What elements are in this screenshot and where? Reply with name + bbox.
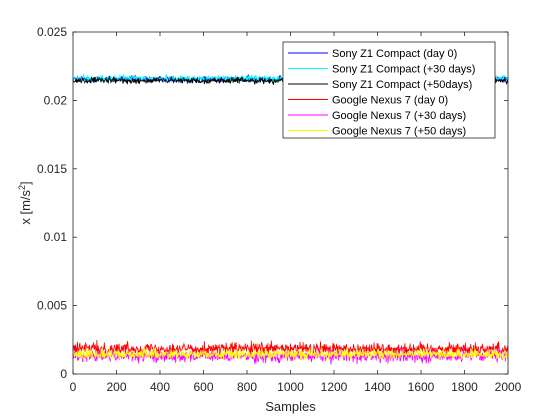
legend-label-6: Google Nexus 7 (+50 days) [332, 126, 466, 138]
legend-box [282, 41, 496, 139]
x-tick-label: 1600 [408, 380, 435, 394]
x-tick-label: 0 [70, 380, 77, 394]
y-tick-label: 0.015 [37, 162, 67, 176]
x-tick-label: 1000 [277, 380, 304, 394]
x-tick-label: 800 [237, 380, 257, 394]
x-tick-label: 600 [193, 380, 213, 394]
legend-label-3: Sony Z1 Compact (+50days) [332, 79, 472, 91]
y-tick-label: 0.01 [44, 230, 68, 244]
legend-label-5: Google Nexus 7 (+30 days) [332, 110, 466, 122]
tick-layer: 0 200 400 600 800 1000 1200 1400 1600 1800 2000 0 0.… [37, 25, 522, 394]
y-axis-label-prefix: x [m/s [18, 189, 33, 224]
series-line-6 [72, 347, 509, 362]
y-axis-label-suffix: ] [18, 181, 33, 185]
x-axis-label: Samples [265, 399, 316, 414]
legend-label-2: Sony Z1 Compact (+30 days) [332, 64, 475, 76]
legend-label-1: Sony Z1 Compact (day 0) [332, 48, 457, 60]
y-axis-label: x [m/s2] [17, 181, 33, 224]
x-tick-label: 2000 [495, 380, 522, 394]
y-tick-label: 0.025 [37, 25, 67, 39]
y-tick-label: 0 [60, 367, 67, 381]
y-tick-label: 0.005 [37, 299, 67, 313]
x-tick-label: 200 [106, 380, 126, 394]
y-tick-label: 0.02 [44, 93, 68, 107]
x-tick-label: 1400 [364, 380, 391, 394]
x-tick-label: 1200 [321, 380, 348, 394]
x-tick-label: 400 [150, 380, 170, 394]
legend-label-4: Google Nexus 7 (day 0) [332, 95, 448, 107]
x-tick-label: 1800 [451, 380, 478, 394]
legend: Sony Z1 Compact (day 0) Sony Z1 Compact (… [282, 41, 496, 139]
y-axis-label-exponent: 2 [17, 185, 27, 190]
